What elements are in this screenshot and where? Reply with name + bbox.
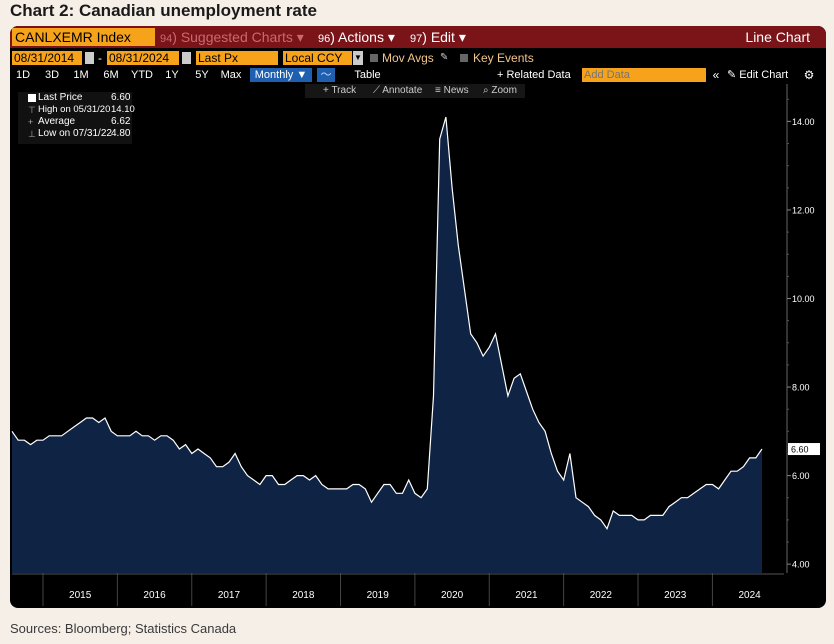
x-tick-label: 2023 [664, 590, 687, 601]
currency-select[interactable]: Local CCY [283, 51, 352, 65]
end-date-field[interactable]: 08/31/2024 [107, 51, 179, 65]
chart-tools-bar: + Track ⟋ Annotate ≡ News ⌕ Zoom [305, 84, 525, 98]
news-tool[interactable]: ≡ News [435, 85, 469, 96]
collapse-icon[interactable]: « [712, 68, 720, 82]
annotate-icon: ⟋ [373, 85, 383, 96]
mov-avgs-checkbox[interactable] [370, 54, 378, 62]
y-tick-label: 6.00 [792, 471, 810, 481]
y-tick-label: 4.00 [792, 560, 810, 570]
page-title: Chart 2: Canadian unemployment rate [10, 1, 318, 20]
pencil-icon: ✎ [727, 69, 740, 81]
source-note: Sources: Bloomberg; Statistics Canada [10, 621, 237, 636]
x-tick-label: 2020 [441, 590, 464, 601]
news-icon: ≡ [435, 85, 444, 96]
range-button-1y[interactable]: 1Y [165, 69, 179, 81]
y-tick-label: 10.00 [792, 294, 815, 304]
y-tick-label: 8.00 [792, 383, 810, 393]
range-bar: 1D 3D 1M 6M YTD 1Y 5Y Max Monthly ▼ 〜 Table + R… [10, 67, 826, 83]
edit-chart-button[interactable]: ✎ Edit Chart [727, 69, 789, 81]
chart-legend: Last Price 6.60 ⊤ High on 05/31/20 14.10 +… [18, 92, 135, 144]
terminal-window: CANLXEMR Index 94) Suggested Charts ▾ 96… [10, 26, 826, 608]
x-tick-label: 2017 [218, 590, 241, 601]
range-button-1m[interactable]: 1M [73, 69, 89, 81]
low-marker-icon: ⊥ [28, 129, 36, 139]
line-chart[interactable]: 2015 2016 2017 2018 2019 2020 2021 2022 2023 2024… [10, 26, 826, 608]
key-events-checkbox[interactable] [460, 54, 468, 62]
x-tick-label: 2022 [590, 590, 613, 601]
suggested-charts-menu[interactable]: 94) Suggested Charts ▾ [160, 29, 304, 45]
settings-bar: 08/31/2014 - 08/31/2024 Last Px Local CC… [10, 50, 826, 66]
related-data-button[interactable]: + Related Data [497, 69, 571, 81]
last-value-label: 6.60 [791, 445, 809, 455]
command-bar: CANLXEMR Index 94) Suggested Charts ▾ 96… [10, 26, 826, 48]
range-button-5y[interactable]: 5Y [195, 69, 209, 81]
range-button-1d[interactable]: 1D [15, 69, 31, 81]
calendar-icon[interactable] [182, 52, 191, 64]
x-tick-label: 2018 [292, 590, 315, 601]
average-marker-icon: + [28, 117, 34, 127]
annotate-tool[interactable]: ⟋ Annotate [373, 85, 423, 96]
track-tool[interactable]: + Track [323, 85, 357, 96]
x-tick-label: 2024 [738, 590, 761, 601]
edit-menu[interactable]: 97) Edit ▾ [410, 29, 466, 45]
ticker-input[interactable]: CANLXEMR Index [12, 28, 155, 46]
start-date-field[interactable]: 08/31/2014 [12, 51, 82, 65]
chart-type-label: Line Chart [745, 29, 810, 45]
y-tick-label: 12.00 [792, 205, 815, 215]
line-chart-icon[interactable]: 〜 [317, 68, 335, 82]
actions-menu[interactable]: 96) Actions ▾ [318, 29, 395, 45]
pencil-icon[interactable]: ✎ [440, 52, 449, 63]
table-button[interactable]: Table [354, 69, 381, 81]
y-tick-label: 14.00 [792, 117, 815, 127]
mov-avgs-label[interactable]: Mov Avgs [382, 51, 434, 65]
zoom-tool[interactable]: ⌕ Zoom [483, 85, 517, 96]
x-tick-label: 2021 [515, 590, 538, 601]
search-icon: ⌕ [483, 85, 492, 96]
range-button-6m[interactable]: 6M [103, 69, 119, 81]
x-tick-label: 2019 [367, 590, 390, 601]
area-fill [12, 117, 762, 573]
calendar-icon[interactable] [85, 52, 94, 64]
field-select[interactable]: Last Px [196, 51, 278, 65]
high-marker-icon: ⊤ [28, 105, 36, 115]
gear-icon[interactable]: ⚙ [803, 68, 815, 82]
last-value-badge [788, 443, 820, 456]
frequency-select[interactable]: Monthly ▼ [250, 68, 312, 82]
add-data-input[interactable] [582, 68, 706, 82]
key-events-label[interactable]: Key Events [473, 51, 534, 65]
range-button-ytd[interactable]: YTD [131, 69, 153, 81]
x-tick-label: 2015 [69, 590, 92, 601]
chevron-down-icon[interactable]: ▼ [353, 51, 363, 65]
x-tick-label: 2016 [143, 590, 166, 601]
series-line[interactable] [11, 116, 763, 530]
date-separator: - [98, 51, 102, 65]
range-button-max[interactable]: Max [220, 69, 242, 81]
square-icon [28, 94, 36, 102]
range-button-3d[interactable]: 3D [44, 69, 60, 81]
crosshair-icon: + [323, 85, 332, 96]
